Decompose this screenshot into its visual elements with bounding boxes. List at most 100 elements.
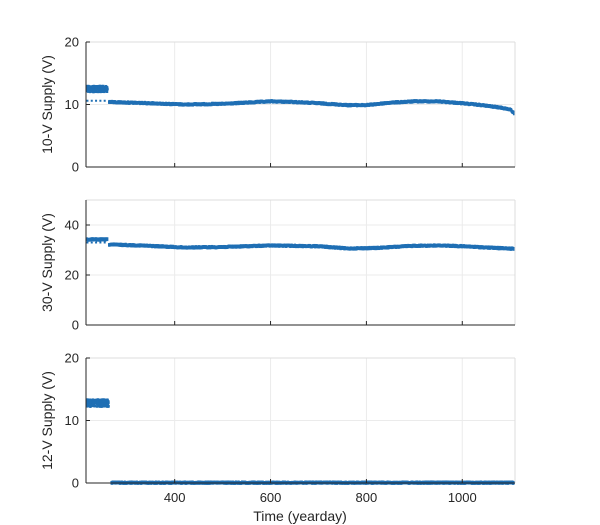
y-tick-label: 10 [65,413,79,428]
y-tick-label: 0 [72,160,79,175]
data-series-segment [86,99,106,102]
data-point [100,405,103,408]
data-point [106,400,109,403]
data-point [99,241,102,244]
x-tick-label: 800 [356,490,378,505]
data-point [89,90,92,94]
data-point [98,90,101,94]
data-point [99,404,102,407]
data-point [102,87,106,90]
data-series-segment [85,84,109,94]
data-point [103,403,106,407]
y-tick-label: 20 [65,35,79,50]
data-point [102,398,105,401]
data-point [88,87,91,90]
data-point [103,241,106,244]
data-point [91,86,95,89]
y-tick-label: 40 [65,218,79,233]
data-point [98,89,101,92]
data-series-segment [85,237,109,242]
data-point [96,401,99,405]
data-point [512,247,516,251]
data-point [105,404,108,407]
chart-panel-3: 0 10 20 400 600 800 1000 12-V Supply (V) [39,351,516,505]
data-point [86,241,89,244]
x-tick-label: 600 [260,490,282,505]
data-point [100,85,103,88]
data-point [85,399,88,402]
data-point [85,405,88,408]
chart-panel-2: 0 20 40 30-V Supply (V) [39,199,516,333]
data-point [101,90,104,93]
data-point [101,401,104,404]
data-point [86,90,90,93]
data-series-segment [85,398,110,408]
data-point [100,398,104,401]
data-point [104,403,107,406]
data-point [96,399,99,403]
data-point [93,88,96,92]
data-point [92,401,96,404]
data-point [99,99,102,102]
data-point [103,405,106,408]
data-point [92,84,95,88]
data-point [91,90,94,93]
data-point [101,86,104,90]
y-axis-label: 30-V Supply (V) [39,213,55,312]
data-series-segment [108,242,516,251]
data-point [89,88,93,91]
data-point [94,90,98,94]
data-point [512,111,516,116]
y-tick-label: 20 [65,268,79,283]
data-point [91,398,95,401]
data-point [88,85,91,89]
data-point [85,403,88,406]
data-point [99,90,102,93]
data-point [103,90,106,94]
data-point [102,85,105,89]
data-point [104,86,108,89]
data-point [100,402,104,406]
data-point [94,401,97,404]
data-point [104,401,107,405]
data-point [95,405,99,408]
data-point [94,85,97,88]
data-point [88,405,91,408]
chart-panel-1: 0 10 20 10-V Supply (V) [39,35,516,175]
y-tick-label: 10 [65,97,79,112]
data-point [96,403,99,407]
data-point [86,401,90,404]
data-point [97,85,100,88]
y-tick-label: 20 [65,351,79,366]
data-point [103,402,106,405]
data-point [95,99,98,102]
data-point [89,401,92,404]
data-point [103,99,106,102]
x-axis-label: Time (yearday) [253,508,347,524]
y-tick-label: 0 [72,476,79,491]
data-point [86,99,89,102]
data-point [87,86,90,89]
data-point [91,88,94,91]
y-tick-label: 0 [72,318,79,333]
x-tick-label: 400 [164,490,186,505]
data-point [96,398,100,401]
data-series-segment [86,241,106,244]
data-point [95,241,98,244]
data-point [98,398,102,401]
y-axis-label: 12-V Supply (V) [39,371,55,470]
data-point [97,402,100,405]
data-point [102,399,106,402]
data-point [101,89,104,92]
data-point [94,404,97,407]
data-point [88,398,92,402]
data-series-segment [108,99,516,116]
data-point [92,403,96,407]
y-axis-label: 10-V Supply (V) [39,55,55,154]
data-point [105,87,108,91]
data-point [87,402,91,406]
data-point [90,241,93,244]
data-point [94,88,98,91]
data-point [104,84,108,88]
